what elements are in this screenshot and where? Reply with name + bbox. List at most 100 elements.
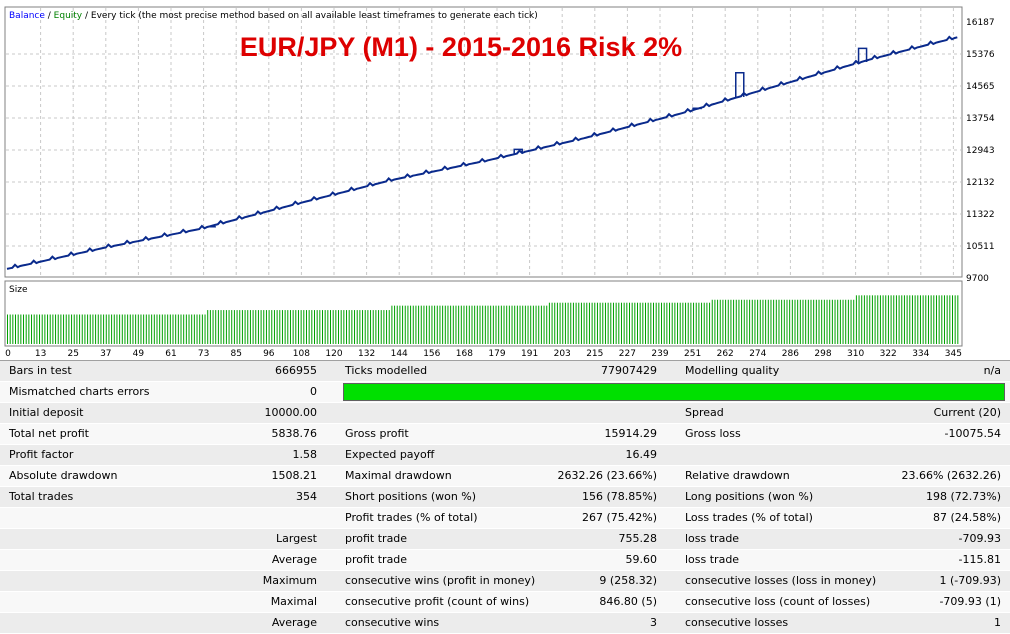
- x-tick-label: 73: [198, 349, 209, 359]
- report-label: profit trade: [345, 550, 407, 570]
- x-tick-label: 298: [814, 349, 831, 359]
- report-value: 354: [296, 487, 317, 507]
- chart-title: EUR/JPY (M1) - 2015-2016 Risk 2%: [240, 32, 682, 62]
- report-value: 3: [650, 613, 657, 633]
- x-tick-label: 96: [263, 349, 275, 359]
- report-label: consecutive losses (loss in money): [685, 571, 876, 591]
- x-tick-label: 61: [165, 349, 176, 359]
- report-row: Maximal consecutive profit (count of wins…: [0, 592, 1010, 613]
- report-value: 156 (78.85%): [582, 487, 657, 507]
- report-label: Loss trades (% of total): [685, 508, 813, 528]
- report-label: Total net profit: [9, 424, 89, 444]
- report-value: n/a: [984, 361, 1001, 381]
- report-label: consecutive wins (profit in money): [345, 571, 535, 591]
- report-value: 15914.29: [605, 424, 658, 444]
- x-tick-label: 251: [684, 349, 701, 359]
- y-tick-label: 13754: [966, 114, 995, 124]
- x-tick-label: 179: [488, 349, 505, 359]
- report-label: Ticks modelled: [345, 361, 427, 381]
- report-value: 23.66% (2632.26): [901, 466, 1001, 486]
- x-tick-label: 345: [945, 349, 962, 359]
- x-tick-label: 168: [456, 349, 473, 359]
- report-label: Short positions (won %): [345, 487, 476, 507]
- y-tick-label: 10511: [966, 242, 995, 252]
- x-tick-label: 334: [912, 349, 929, 359]
- y-tick-label: 12132: [966, 178, 995, 188]
- x-tick-label: 239: [651, 349, 668, 359]
- modelling-quality-bar: [343, 383, 1005, 401]
- x-tick-label: 215: [586, 349, 603, 359]
- report-label: Gross profit: [345, 424, 409, 444]
- legend-method: Every tick (the most precise method base…: [91, 11, 538, 21]
- y-tick-label: 15376: [966, 50, 995, 60]
- x-tick-label: 13: [35, 349, 46, 359]
- report-label: Relative drawdown: [685, 466, 790, 486]
- report-value: 755.28: [619, 529, 658, 549]
- report-label: Profit factor: [9, 445, 73, 465]
- report-value: Largest: [276, 529, 317, 549]
- report-label: Initial deposit: [9, 403, 84, 423]
- x-tick-label: 120: [325, 349, 342, 359]
- report-label: consecutive wins: [345, 613, 439, 633]
- size-chart-label: Size: [9, 285, 28, 295]
- report-row: Total trades 354 Short positions (won %) 15…: [0, 487, 1010, 508]
- report-label: Modelling quality: [685, 361, 779, 381]
- report-label: Absolute drawdown: [9, 466, 118, 486]
- report-label: Mismatched charts errors: [9, 382, 150, 402]
- report-label: Bars in test: [9, 361, 72, 381]
- strategy-tester-graph: 1618715376145651375412943121321132210511…: [0, 0, 1010, 360]
- report-value: Average: [272, 550, 317, 570]
- report-value: -709.93: [959, 529, 1001, 549]
- report-value: -10075.54: [945, 424, 1001, 444]
- report-label: Total trades: [9, 487, 73, 507]
- report-value: 10000.00: [265, 403, 318, 423]
- report-value: -709.93 (1): [939, 592, 1001, 612]
- x-tick-label: 310: [847, 349, 864, 359]
- report-label: consecutive profit (count of wins): [345, 592, 529, 612]
- report-value: 0: [310, 382, 317, 402]
- legend-equity: Equity: [54, 11, 83, 21]
- x-tick-label: 49: [133, 349, 145, 359]
- x-tick-label: 274: [749, 349, 766, 359]
- x-tick-label: 0: [5, 349, 11, 359]
- x-tick-label: 85: [230, 349, 241, 359]
- report-label: loss trade: [685, 529, 739, 549]
- report-row: Total net profit 5838.76 Gross profit 15914…: [0, 424, 1010, 445]
- x-tick-label: 286: [782, 349, 799, 359]
- legend-caption: Balance / Equity / Every tick (the most …: [9, 11, 538, 21]
- report-value: Maximal: [271, 592, 317, 612]
- report-value: 1: [994, 613, 1001, 633]
- x-tick-label: 144: [391, 349, 408, 359]
- report-value: 1508.21: [272, 466, 318, 486]
- report-value: 5838.76: [272, 424, 318, 444]
- report-value: -115.81: [959, 550, 1001, 570]
- report-value: 198 (72.73%): [926, 487, 1001, 507]
- report-label: Profit trades (% of total): [345, 508, 478, 528]
- report-value: Current (20): [934, 403, 1001, 423]
- report-label: consecutive losses: [685, 613, 788, 633]
- report-value: 9 (258.32): [599, 571, 657, 591]
- x-tick-label: 262: [717, 349, 734, 359]
- report-row: Mismatched charts errors 0: [0, 382, 1010, 403]
- report-value: 267 (75.42%): [582, 508, 657, 528]
- report-value: 87 (24.58%): [933, 508, 1001, 528]
- report-value: Maximum: [263, 571, 317, 591]
- report-row: Profit trades (% of total) 267 (75.42%) Lo…: [0, 508, 1010, 529]
- x-tick-label: 108: [293, 349, 310, 359]
- report-label: Gross loss: [685, 424, 741, 444]
- report-label: loss trade: [685, 550, 739, 570]
- y-tick-label: 14565: [966, 82, 995, 92]
- report-value: 1 (-709.93): [939, 571, 1001, 591]
- x-tick-label: 227: [619, 349, 636, 359]
- y-tick-label: 16187: [966, 18, 995, 28]
- x-tick-label: 191: [521, 349, 538, 359]
- report-label: consecutive loss (count of losses): [685, 592, 870, 612]
- report-value: 666955: [275, 361, 317, 381]
